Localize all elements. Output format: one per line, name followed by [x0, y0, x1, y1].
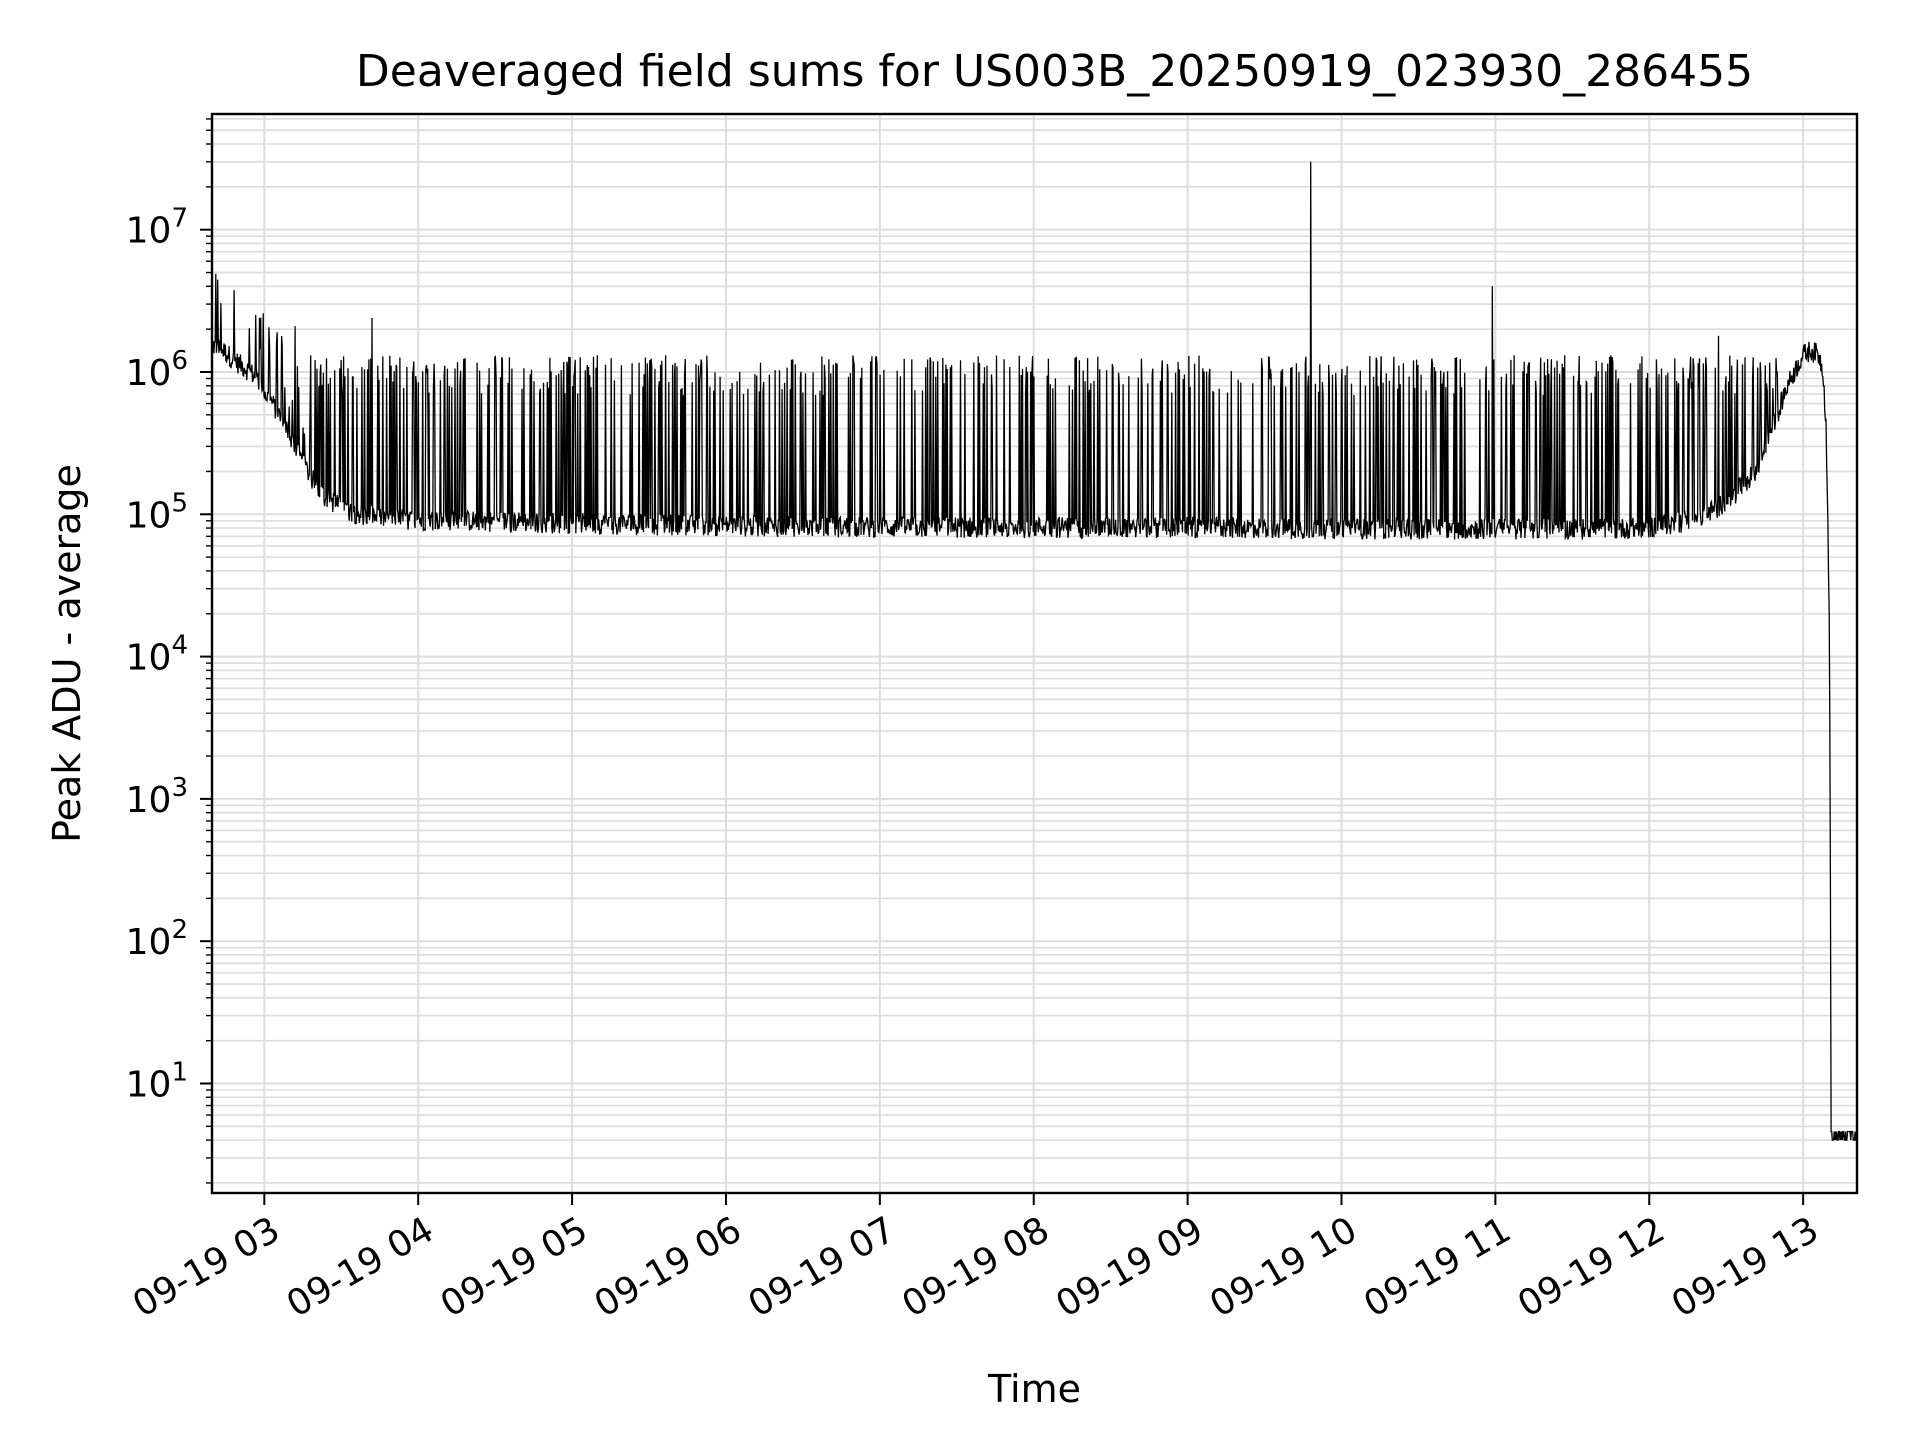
- grid-layer: [212, 114, 1857, 1193]
- y-tick-label: 105: [126, 488, 188, 536]
- series-line: [211, 161, 1857, 1141]
- y-tick-label: 106: [126, 346, 188, 394]
- y-tick-label: 103: [126, 773, 188, 821]
- y-axis-label: Peak ADU - average: [45, 464, 89, 843]
- y-tick-label: 102: [126, 915, 188, 963]
- x-axis-label: Time: [987, 1367, 1081, 1411]
- y-tick-label: 107: [126, 204, 188, 252]
- series-layer: [211, 161, 1857, 1141]
- chart-title: Deaveraged field sums for US003B_2025091…: [356, 46, 1753, 97]
- y-tick-label: 101: [126, 1057, 188, 1105]
- y-tick-label: 104: [126, 631, 188, 679]
